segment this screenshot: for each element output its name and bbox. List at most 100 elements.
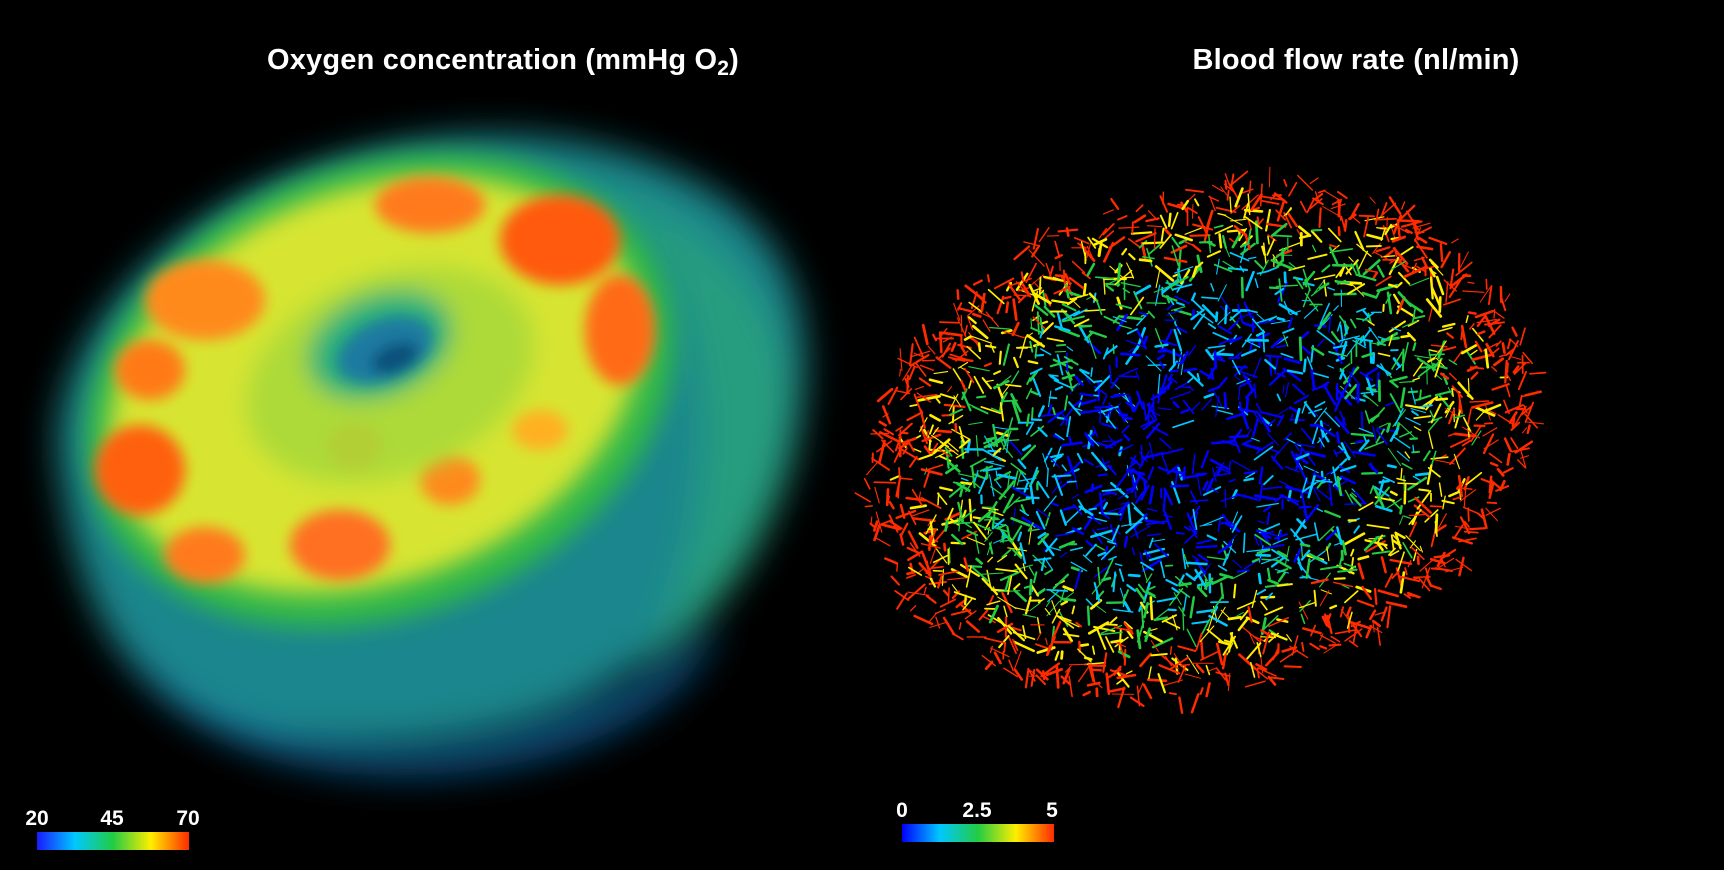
- vessel-segment: [1140, 561, 1154, 571]
- vessel-segment: [1318, 437, 1325, 448]
- vessel-segment: [1412, 222, 1431, 229]
- vessel-segment: [992, 447, 1002, 456]
- vessel-segment: [1064, 665, 1072, 673]
- vessel-segment: [1178, 238, 1188, 245]
- vessel-segment: [1488, 452, 1503, 464]
- vessel-segment: [1202, 480, 1209, 491]
- vessel-segment: [958, 622, 962, 630]
- vessel-segment: [1448, 359, 1458, 366]
- vessel-segment: [1017, 294, 1027, 304]
- vessel-segment: [1157, 466, 1168, 472]
- vessel-segment: [1474, 310, 1494, 319]
- vessel-segment: [1049, 453, 1064, 459]
- vessel-segment: [1310, 624, 1317, 637]
- vessel-segment: [1062, 505, 1077, 511]
- vessel-segment: [1375, 289, 1381, 299]
- vessel-segment: [1279, 649, 1298, 663]
- vessel-segment: [1059, 411, 1070, 422]
- vessel-segment: [1005, 301, 1010, 314]
- vessel-segment: [1410, 387, 1416, 405]
- vessel-segment: [1442, 298, 1461, 306]
- vessel-segment: [1108, 555, 1117, 561]
- vessel-segment: [1283, 334, 1289, 347]
- vessel-segment: [1037, 426, 1048, 438]
- vessel-segment: [1256, 548, 1271, 555]
- vessel-segment: [1340, 475, 1357, 485]
- vessel-segment: [1054, 433, 1065, 441]
- vessel-segment: [1318, 525, 1335, 542]
- vessel-segment: [1237, 384, 1241, 400]
- vessel-segment: [1217, 212, 1227, 217]
- vessel-segment: [1258, 320, 1276, 325]
- vessel-segment: [1104, 230, 1115, 239]
- vessel-segment: [1171, 587, 1180, 594]
- vessel-segment: [1169, 369, 1179, 373]
- vessel-segment: [963, 557, 970, 572]
- vessel-segment: [1150, 652, 1168, 657]
- vessel-segment: [1286, 634, 1292, 642]
- vessel-segment: [1022, 444, 1032, 452]
- vessel-segment: [1066, 346, 1074, 352]
- vessel-segment: [1006, 496, 1021, 510]
- vessel-segment: [1301, 575, 1321, 582]
- vessel-segment: [1043, 447, 1053, 463]
- vessel-segment: [1458, 556, 1465, 577]
- vessel-segment: [1367, 312, 1372, 324]
- vessel-segment: [1233, 437, 1241, 454]
- vessel-segment: [1240, 276, 1244, 299]
- vessel-segment: [1189, 234, 1211, 237]
- vessel-segment: [1197, 553, 1209, 563]
- vessel-segment: [1413, 504, 1431, 519]
- vessel-segment: [986, 438, 997, 446]
- vessel-segment: [890, 575, 900, 586]
- vessel-segment: [1376, 429, 1388, 445]
- vessel-segment: [1257, 667, 1277, 677]
- vessel-segment: [1037, 532, 1047, 539]
- vessel-segment: [1119, 324, 1132, 330]
- vessel-segment: [1007, 547, 1028, 552]
- vessel-segment: [1205, 664, 1211, 676]
- vessel-segment: [1040, 322, 1054, 335]
- vessel-segment: [968, 331, 980, 348]
- vessel-segment: [1426, 576, 1433, 587]
- vessel-segment: [1217, 284, 1227, 302]
- vessel-segment: [899, 522, 909, 537]
- vessel-segment: [1175, 380, 1191, 390]
- vessel-segment: [1117, 487, 1137, 500]
- oxygen-title-subscript: 2: [717, 57, 730, 80]
- vessel-segment: [964, 324, 968, 336]
- vessel-segment: [1196, 585, 1208, 598]
- vessel-segment: [1462, 416, 1472, 433]
- vessel-segment: [1194, 198, 1200, 207]
- vessel-segment: [1181, 548, 1187, 570]
- vessel-segment: [1090, 529, 1113, 539]
- vessel-segment: [895, 509, 917, 520]
- vessel-segment: [1037, 405, 1045, 418]
- vessel-segment: [1105, 636, 1115, 653]
- vessel-segment: [1029, 370, 1039, 382]
- vessel-segment: [1236, 600, 1256, 610]
- vessel-segment: [1465, 349, 1476, 365]
- vessel-segment: [1356, 243, 1372, 257]
- vessel-segment: [1004, 576, 1011, 593]
- vessel-segment: [1048, 396, 1058, 400]
- vessel-segment: [1267, 675, 1277, 686]
- vessel-segment: [906, 374, 909, 395]
- vessel-segment: [937, 448, 951, 457]
- vessel-segment: [1428, 267, 1436, 278]
- vessel-segment: [1010, 393, 1022, 413]
- vessel-segment: [1384, 573, 1394, 588]
- oxygen-center-hole: [337, 316, 433, 384]
- vessel-segment: [1295, 453, 1310, 461]
- vessel-segment: [1046, 467, 1049, 487]
- vessel-segment: [1351, 215, 1361, 224]
- vessel-segment: [1078, 665, 1090, 683]
- vessel-segment: [921, 433, 942, 443]
- vessel-segment: [1382, 476, 1396, 484]
- vessel-segment: [1054, 274, 1067, 278]
- vessel-segment: [1316, 329, 1336, 345]
- vessel-segment: [1174, 233, 1193, 242]
- vessel-segment: [1091, 645, 1096, 655]
- vessel-segment: [1212, 461, 1225, 477]
- vessel-segment: [1274, 568, 1290, 574]
